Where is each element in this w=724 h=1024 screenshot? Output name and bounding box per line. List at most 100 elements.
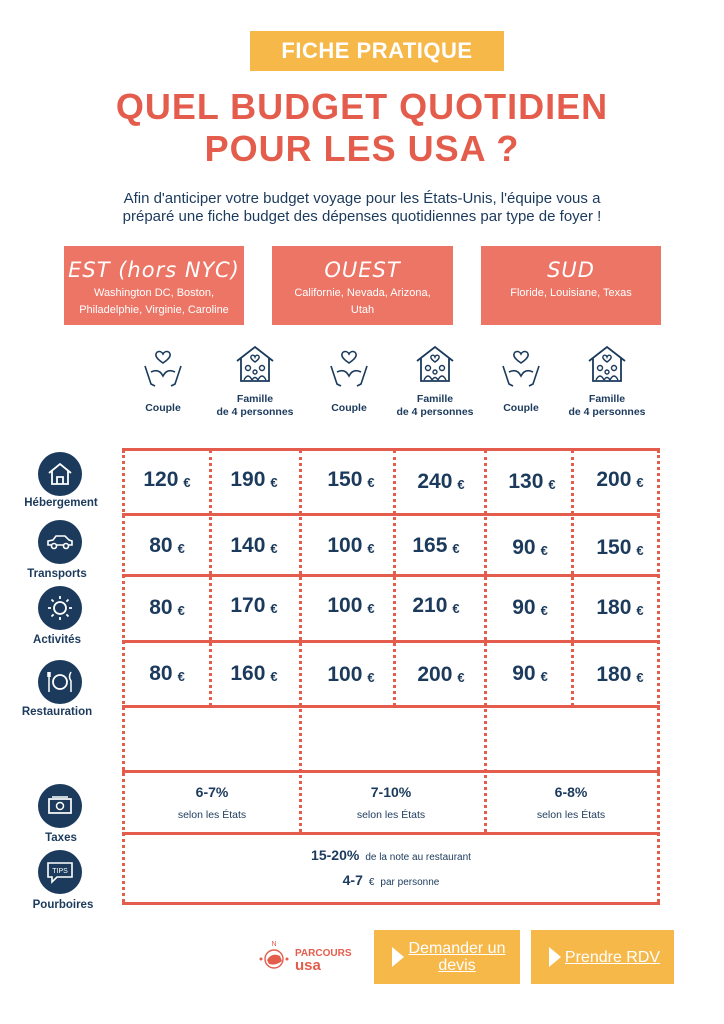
money-icon [38,784,82,828]
svg-text:N: N [271,941,276,948]
arrow-right-icon [549,947,561,967]
brand-name: PARCOURS usa [295,948,352,974]
column-famille-sud: Famille de 4 personnes [565,343,649,419]
grid-line [122,513,660,516]
region-description: Washington DC, Boston, Philadelphie, Vir… [79,287,229,316]
tip-per-person: 4-7 € par personne [342,872,440,888]
book-appointment-label[interactable]: Prendre RDV [564,948,661,966]
family-house-icon [588,345,626,382]
grid-line [393,450,396,706]
budget-cell: 130 € [508,470,556,493]
budget-cell: 170 € [230,594,278,617]
budget-cell: 180 € [596,596,644,619]
budget-cell: 90 € [512,596,548,619]
region-sud: SUD Floride, Louisiane, Texas [481,246,661,325]
region-description: Californie, Nevada, Arizona, Utah [294,287,431,316]
budget-cell: 100 € [327,594,375,617]
column-famille-ouest: Famille de 4 personnes [393,343,477,419]
tax-note-est: selon les États [177,809,247,821]
request-quote-button[interactable]: Demander un devis [374,930,520,984]
grid-line [122,832,660,835]
budget-cell: 80 € [149,534,185,557]
budget-cell: 200 € [596,468,644,491]
grid-line [122,705,660,708]
budget-cell: 240 € [417,470,465,493]
couple-icon [144,350,182,387]
row-label-taxes: Taxes [45,832,77,844]
tax-note-ouest: selon les États [356,809,426,821]
grid-line [299,450,302,832]
column-label: Couple [503,402,539,414]
region-description: Floride, Louisiane, Texas [510,287,632,299]
tax-note-sud: selon les États [536,809,606,821]
tax-rate-sud: 6-8% [554,784,588,800]
budget-cell: 150 € [327,468,375,491]
region-est: EST (hors NYC) Washington DC, Boston, Ph… [64,246,244,325]
house-icon [38,452,82,496]
tax-rate-est: 6-7% [195,784,229,800]
couple-icon [502,350,540,387]
row-label-pourboires: Pourboires [32,899,94,911]
budget-cell: 80 € [149,662,185,685]
plate-cutlery-icon [38,660,82,704]
compass-logo-icon: N [259,941,289,969]
column-label: Couple [145,402,181,414]
column-famille-est: Famille de 4 personnes [213,343,297,419]
budget-cell: 180 € [596,663,644,686]
region-ouest: OUEST Californie, Nevada, Arizona, Utah [272,246,453,325]
budget-cell: 90 € [512,662,548,685]
region-name: EST (hors NYC) [68,258,240,282]
budget-cell: 80 € [149,596,185,619]
region-name: SUD [547,258,595,282]
grid-line [122,902,660,905]
intro-text-line-2: préparé une fiche budget des dépenses qu… [122,208,602,225]
family-house-icon [416,345,454,382]
budget-cell: 90 € [512,536,548,559]
couple-icon [330,350,368,387]
budget-cell: 200 € [417,663,465,686]
budget-cell: 150 € [596,536,644,559]
book-appointment-button[interactable]: Prendre RDV [531,930,674,984]
row-label-hebergement: Hébergement [24,497,98,509]
budget-cell: 190 € [230,468,278,491]
tips-icon: TIPS [38,850,82,894]
arrow-right-icon [392,947,404,967]
column-label: Famille de 4 personnes [568,393,646,418]
grid-line [122,640,660,643]
row-label-restauration: Restauration [21,706,93,718]
request-quote-label[interactable]: Demander un devis [408,940,506,974]
parcours-usa-logo: N [258,938,290,974]
grid-line [484,450,487,832]
column-couple-sud: Couple [479,346,563,415]
page-title-line-1: QUEL BUDGET QUOTIDIEN [115,86,609,127]
grid-line [209,450,212,706]
tax-rate-ouest: 7-10% [370,784,412,800]
row-label-transports: Transports [27,568,87,580]
column-label: Famille de 4 personnes [216,393,294,418]
budget-cell: 160 € [230,662,278,685]
budget-cell: 100 € [327,534,375,557]
budget-cell: 165 € [412,534,460,557]
grid-line [571,450,574,706]
column-label: Famille de 4 personnes [396,393,474,418]
sun-icon [38,586,82,630]
column-couple-ouest: Couple [307,346,391,415]
budget-cell: 120 € [143,468,191,491]
grid-line [122,770,660,773]
grid-line [122,450,125,902]
grid-line [122,574,660,577]
region-name: OUEST [324,258,401,282]
budget-cell: 140 € [230,534,278,557]
fiche-pratique-badge: FICHE PRATIQUE [250,31,504,71]
budget-cell: 210 € [412,594,460,617]
grid-line [657,450,660,902]
column-couple-est: Couple [121,346,205,415]
intro-text-line-1: Afin d'anticiper votre budget voyage pou… [123,190,601,207]
car-icon [38,520,82,564]
column-label: Couple [331,402,367,414]
family-house-icon [236,345,274,382]
grid-line [122,448,660,451]
tip-restaurant: 15-20% de la note au restaurant [311,847,471,863]
page-title-line-2: POUR LES USA ? [204,128,520,169]
budget-cell: 100 € [327,663,375,686]
